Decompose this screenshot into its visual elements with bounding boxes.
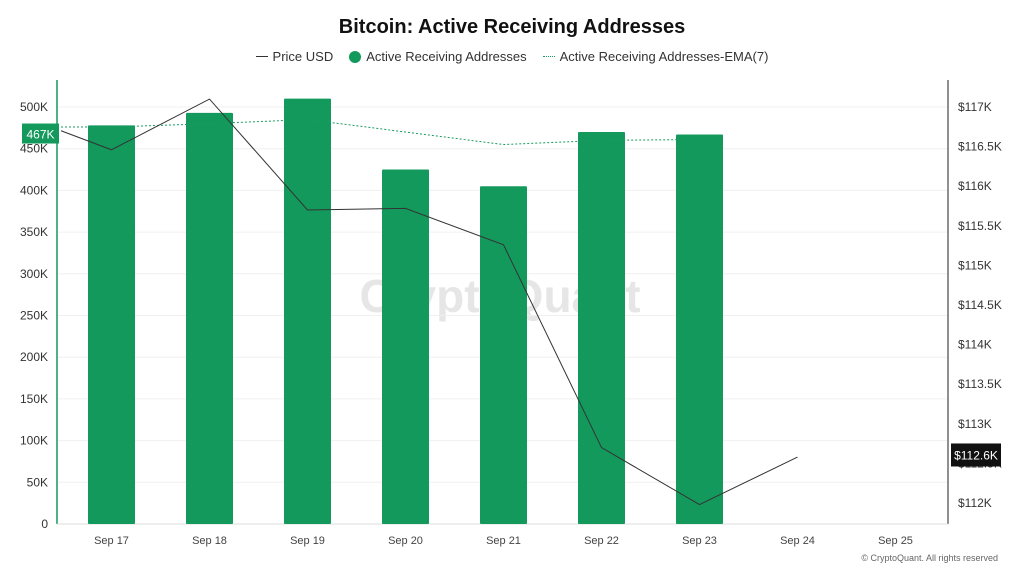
left-tick-label: 0 xyxy=(41,517,48,531)
x-tick-label: Sep 23 xyxy=(682,535,717,547)
legend-label-ema: Active Receiving Addresses-EMA(7) xyxy=(559,49,769,64)
bar xyxy=(578,132,625,524)
current-right-label: $112.6K xyxy=(954,448,998,462)
bar xyxy=(186,112,233,524)
chart-title: Bitcoin: Active Receiving Addresses xyxy=(338,16,686,38)
x-tick-label: Sep 21 xyxy=(486,535,521,547)
left-tick-label: 150K xyxy=(20,392,48,406)
bar xyxy=(284,98,331,524)
right-tick-label: $113K xyxy=(958,417,992,431)
left-tick-label: 300K xyxy=(20,267,48,281)
legend-label-price: Price USD xyxy=(272,49,334,64)
left-tick-label: 450K xyxy=(20,142,48,156)
legend-label-active: Active Receiving Addresses xyxy=(366,49,527,64)
current-right-marker xyxy=(951,443,1001,467)
x-tick-label: Sep 25 xyxy=(878,535,913,547)
bar xyxy=(382,169,429,525)
legend-item-price[interactable]: Price USD xyxy=(255,49,334,64)
left-tick-label: 100K xyxy=(20,434,48,448)
left-tick-label: 500K xyxy=(20,100,48,114)
x-tick-label: Sep 22 xyxy=(584,535,619,547)
right-tick-label: $116K xyxy=(958,179,992,193)
right-tick-label: $116.5K xyxy=(958,140,1002,154)
legend: Price USD Active Receiving Addresses Act… xyxy=(0,49,1024,64)
current-left-label: 467K xyxy=(26,128,54,142)
legend-dashed-line-icon xyxy=(542,56,555,57)
right-tick-label: $114K xyxy=(958,338,992,352)
x-tick-label: Sep 19 xyxy=(290,535,325,547)
right-tick-label: $113.5K xyxy=(958,377,1002,391)
bar xyxy=(480,186,527,525)
legend-dot-icon xyxy=(349,50,362,63)
left-tick-label: 200K xyxy=(20,350,48,364)
right-tick-label: $117K xyxy=(958,100,992,114)
x-tick-label: Sep 17 xyxy=(94,535,129,547)
right-tick-label: $114.5K xyxy=(958,298,1002,312)
x-tick-label: Sep 20 xyxy=(388,535,423,547)
right-tick-label: $115K xyxy=(958,258,992,272)
ema-line xyxy=(61,119,700,146)
current-left-marker xyxy=(22,123,59,144)
left-tick-label: 50K xyxy=(27,475,48,489)
x-tick-label: Sep 18 xyxy=(192,535,227,547)
x-tick-label: Sep 24 xyxy=(780,535,815,547)
legend-line-icon xyxy=(255,56,268,57)
price-line xyxy=(60,98,798,506)
legend-item-ema[interactable]: Active Receiving Addresses-EMA(7) xyxy=(542,49,769,64)
legend-item-active[interactable]: Active Receiving Addresses xyxy=(349,49,527,64)
left-tick-label: 400K xyxy=(20,183,48,197)
right-tick-label: $112K xyxy=(958,496,992,510)
right-tick-label: $115.5K xyxy=(958,219,1002,233)
left-tick-label: 350K xyxy=(20,225,48,239)
bar xyxy=(676,134,723,524)
left-tick-label: 250K xyxy=(20,309,48,323)
bar xyxy=(88,125,135,525)
copyright: © CryptoQuant. All rights reserved xyxy=(861,553,998,563)
